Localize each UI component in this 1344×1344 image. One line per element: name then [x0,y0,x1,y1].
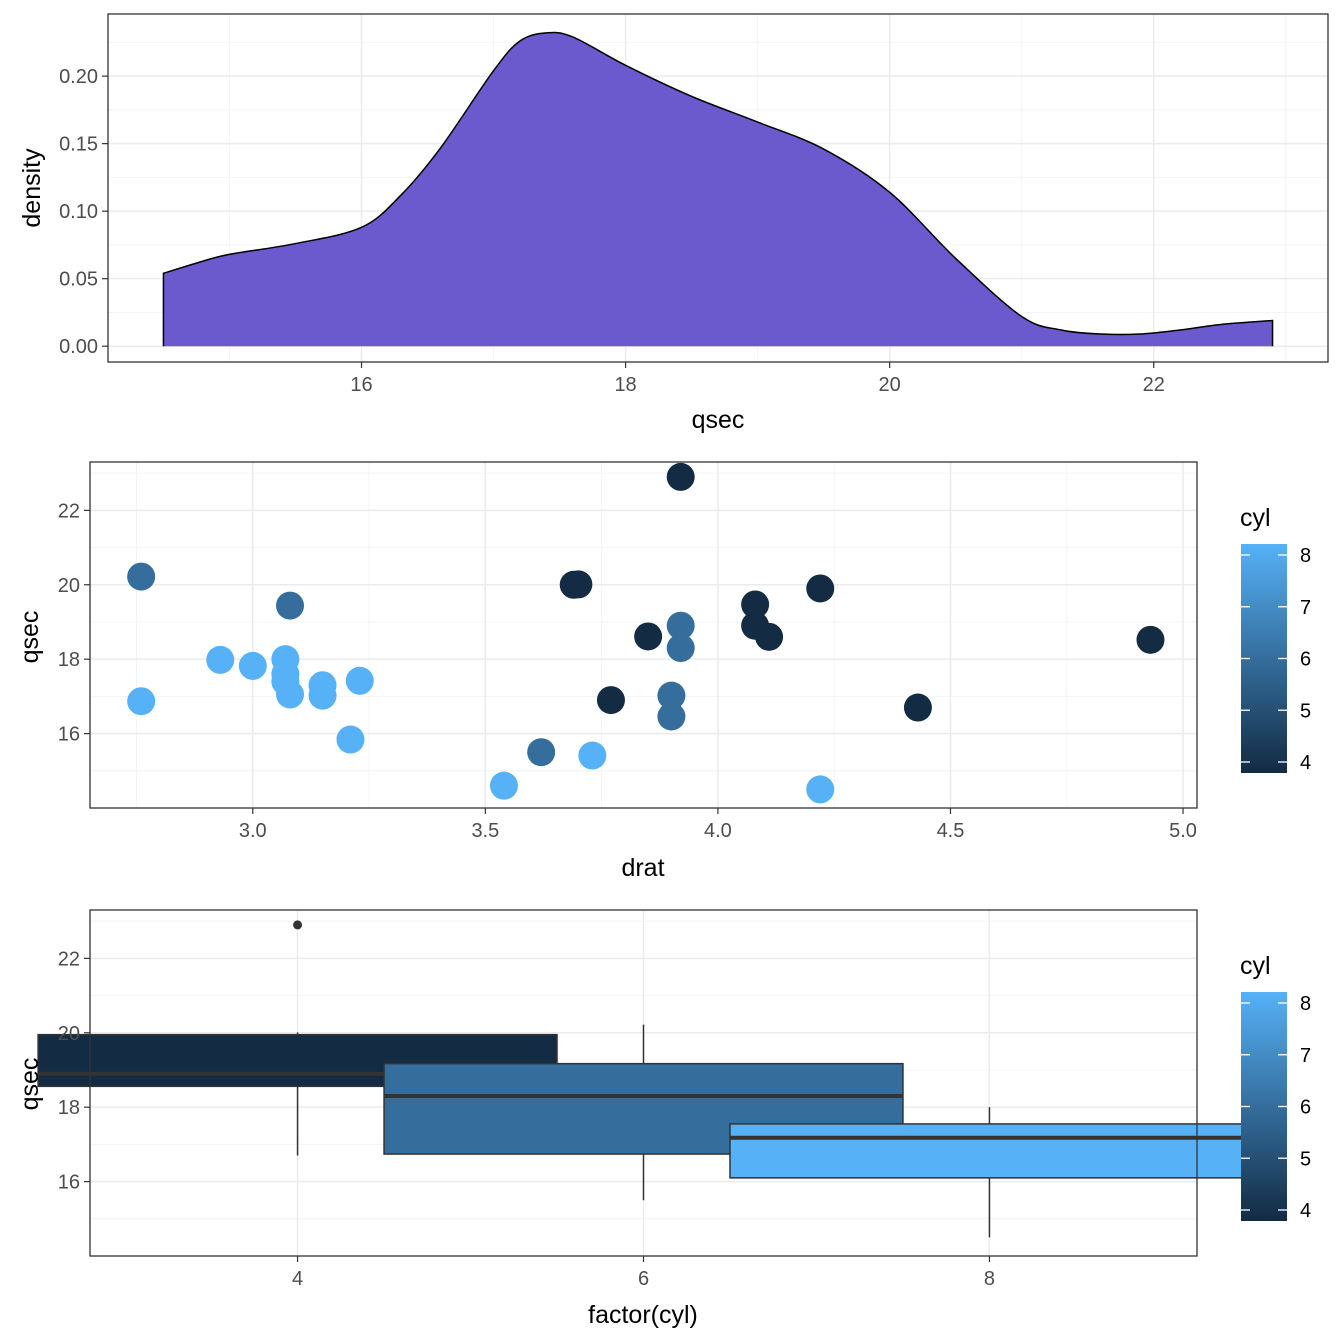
scatter-grid [90,462,1197,808]
density-x-tick-label: 18 [614,374,636,396]
scatter-point [308,671,337,700]
scatter-point [634,622,663,651]
scatter-x-tick-label: 3.5 [471,820,499,842]
density-axis-ticks: 16 18 20 22 0.00 0.05 0.10 0.15 0.20 [59,66,1165,396]
boxplot-x-tick-label: 4 [292,1268,303,1290]
legend-tick-label: 7 [1300,597,1311,619]
scatter-point [127,562,156,591]
scatter-point [527,738,556,767]
density-area-layer [162,31,1274,347]
scatter-point [657,681,686,710]
boxplot-y-tick-label: 18 [58,1097,80,1119]
legend-tick-label: 4 [1300,1200,1311,1222]
scatter-point [489,771,518,800]
legend-tick-label: 6 [1300,1097,1311,1119]
scatter-legend-title: cyl [1240,504,1271,532]
scatter-y-tick-label: 20 [58,575,80,597]
scatter-point [578,741,607,770]
scatter-panel-border [89,461,1198,809]
scatter-point [666,634,695,663]
scatter-axis-ticks: 3.0 3.5 4.0 4.5 5.0 16 18 20 22 [58,500,1197,842]
scatter-point [657,702,686,731]
scatter-point [903,693,932,722]
scatter-point [666,611,695,640]
legend-tick-label: 4 [1300,752,1311,774]
scatter-point [127,687,156,716]
scatter-point [271,645,300,674]
boxplot-x-tick-label: 6 [638,1268,649,1290]
scatter-point [206,645,235,674]
density-x-tick-label: 20 [879,374,901,396]
boxplot-y-axis-title: qsec [16,1058,44,1111]
scatter-color-legend: cyl 4 5 6 7 8 [1240,504,1311,774]
scatter-points-layer [127,462,1165,804]
boxplot-outlier [293,920,303,930]
scatter-point [564,570,593,599]
density-y-tick-label: 0.05 [59,269,98,291]
legend-tick-label: 8 [1300,545,1311,567]
density-panel: 16 18 20 22 0.00 0.05 0.10 0.15 0.20 qsec densit… [18,13,1329,434]
scatter-point [238,651,267,680]
boxplot-panel: 4 6 8 16 18 20 22 factor(cyl) qsec cyl 4 5 6 7 8 [16,909,1311,1329]
boxplot-y-tick-label: 20 [58,1023,80,1045]
boxplot-x-axis-title: factor(cyl) [588,1301,698,1329]
scatter-point [806,574,835,603]
scatter-legend-ticks: 4 5 6 7 8 [1241,545,1311,774]
scatter-x-tick-label: 5.0 [1169,820,1197,842]
scatter-panel: 3.0 3.5 4.0 4.5 5.0 16 18 20 22 drat qsec cyl 4 5… [16,461,1311,882]
scatter-y-tick-label: 22 [58,500,80,522]
boxplot-y-tick-label: 16 [58,1172,80,1194]
density-x-axis-title: qsec [692,406,745,434]
scatter-point [276,591,305,620]
boxplot-y-tick-label: 22 [58,948,80,970]
scatter-y-tick-label: 16 [58,724,80,746]
scatter-point [755,622,784,651]
density-x-tick-label: 22 [1143,374,1165,396]
scatter-y-tick-label: 18 [58,649,80,671]
legend-tick-label: 5 [1300,1148,1311,1170]
scatter-point [336,725,365,754]
density-y-tick-label: 0.15 [59,134,98,156]
density-area-fill [163,32,1273,347]
boxplot-x-tick-label: 8 [984,1268,995,1290]
scatter-point [345,666,374,695]
scatter-point [1136,625,1165,654]
density-y-tick-label: 0.10 [59,201,98,223]
density-y-axis-title: density [18,148,46,228]
scatter-x-tick-label: 3.0 [239,820,267,842]
density-y-tick-label: 0.00 [59,336,98,358]
density-panel-border [107,13,1329,363]
legend-tick-label: 6 [1300,649,1311,671]
density-outline [162,31,1274,347]
legend-tick-label: 8 [1300,993,1311,1015]
scatter-y-axis-title: qsec [16,611,44,664]
legend-tick-label: 5 [1300,700,1311,722]
boxplot-boxes-layer [37,920,1250,1238]
scatter-point [276,680,305,709]
legend-tick-label: 7 [1300,1045,1311,1067]
density-y-tick-label: 0.20 [59,66,98,88]
scatter-point [666,462,695,491]
scatter-point [806,775,835,804]
boxplot-box [729,1123,1250,1179]
scatter-x-tick-label: 4.5 [937,820,965,842]
boxplot-color-legend: cyl 4 5 6 7 8 [1240,952,1311,1222]
scatter-x-axis-title: drat [621,854,664,882]
scatter-point [596,686,625,715]
scatter-point [741,590,770,619]
boxplot-legend-ticks: 4 5 6 7 8 [1241,993,1311,1222]
scatter-x-tick-label: 4.0 [704,820,732,842]
density-x-tick-label: 16 [350,374,372,396]
boxplot-axis-ticks: 4 6 8 16 18 20 22 [58,948,995,1290]
boxplot-legend-title: cyl [1240,952,1271,980]
